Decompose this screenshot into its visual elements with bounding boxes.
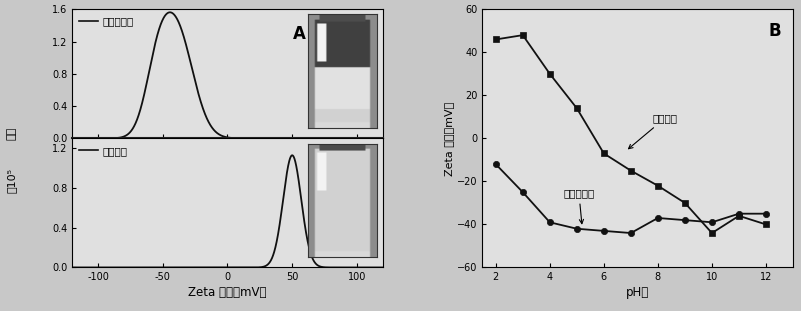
Text: B: B bbox=[768, 22, 781, 40]
Y-axis label: Zeta 电位（mV）: Zeta 电位（mV） bbox=[444, 101, 454, 175]
X-axis label: pH値: pH値 bbox=[626, 286, 650, 299]
Text: 强度: 强度 bbox=[7, 127, 17, 140]
X-axis label: Zeta 电位（mV）: Zeta 电位（mV） bbox=[188, 286, 267, 299]
Text: 氧化石墨烯: 氧化石墨烯 bbox=[563, 188, 594, 224]
Text: 馒醇分子: 馒醇分子 bbox=[629, 113, 678, 149]
Legend: 氧化石墨烯: 氧化石墨烯 bbox=[78, 15, 135, 29]
Legend: 馒醇分子: 馒醇分子 bbox=[78, 144, 130, 158]
Text: A: A bbox=[292, 25, 306, 43]
Text: ＊10⁵: ＊10⁵ bbox=[7, 168, 17, 193]
